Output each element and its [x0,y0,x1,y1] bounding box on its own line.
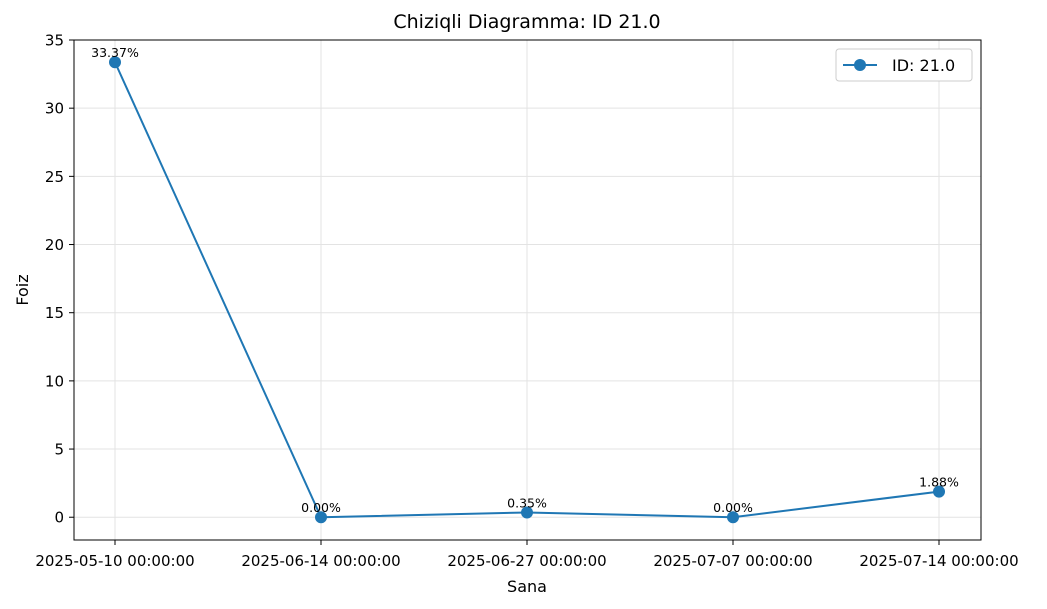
data-point [109,56,121,69]
legend-entry-label: ID: 21.0 [892,56,955,75]
x-tick-label: 2025-07-14 00:00:00 [859,552,1018,570]
data-label: 0.00% [713,500,753,515]
x-tick-label: 2025-07-07 00:00:00 [653,552,812,570]
legend-marker-swatch [854,59,866,71]
y-tick-label: 35 [45,32,64,50]
y-tick-label: 10 [45,372,64,390]
y-tick-label: 5 [54,441,64,459]
y-tick-label: 20 [45,236,64,254]
y-tick-label: 30 [45,100,64,118]
y-tick-label: 25 [45,168,64,186]
ticks: 0 5 10 15 20 25 30 35 2025-05-10 00:00:00 2025-06… [35,32,1018,571]
series-layer: 33.37% 0.00% 0.35% 0.00% 1.88% [91,45,959,524]
x-tick-label: 2025-05-10 00:00:00 [35,552,194,570]
y-axis-title: Foiz [13,274,32,305]
data-point [933,485,945,498]
y-tick-label: 15 [45,304,64,322]
data-point [727,511,739,524]
chart-title: Chiziqli Diagramma: ID 21.0 [393,11,660,33]
x-tick-label: 2025-06-27 00:00:00 [447,552,606,570]
data-point [315,511,327,524]
data-label: 33.37% [91,45,139,60]
data-point [521,506,533,519]
data-label: 1.88% [919,475,959,490]
data-label: 0.00% [301,500,341,515]
data-label: 0.35% [507,495,547,510]
legend-box [835,48,973,82]
y-tick-label: 0 [54,509,64,527]
legend: ID: 21.0 [835,48,973,82]
x-axis-title: Sana [507,577,547,596]
x-tick-label: 2025-06-14 00:00:00 [241,552,400,570]
